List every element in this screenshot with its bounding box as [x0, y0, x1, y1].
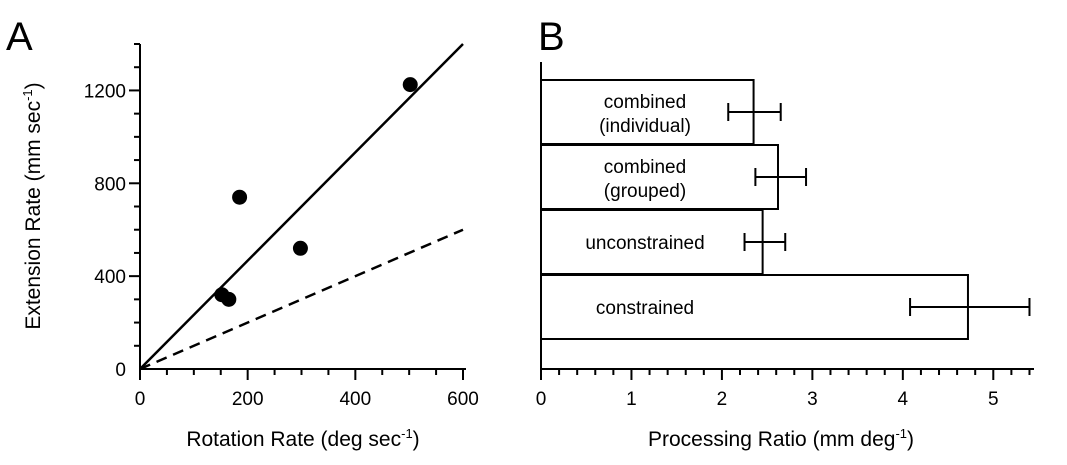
data-point	[292, 240, 308, 256]
bar	[540, 79, 755, 145]
x-tick-label: 0	[135, 389, 146, 410]
panel-a-letter: A	[6, 15, 33, 59]
x-tick-label: 600	[447, 389, 479, 410]
x-tick-label: 0	[536, 389, 547, 410]
panel-a-points	[214, 77, 418, 307]
panel-b: B combined (individual) combined (grouped) u…	[536, 15, 1034, 451]
x-tick-label: 400	[339, 389, 371, 410]
x-tick-label: 1	[626, 389, 637, 410]
bar-label: unconstrained	[585, 233, 704, 254]
panel-a-y-axis-title: Extension Rate (mm sec-1)	[20, 82, 45, 329]
data-point	[221, 291, 237, 307]
bar-label: constrained	[596, 298, 694, 319]
bar-label: combined	[604, 157, 686, 178]
y-tick-label: 800	[94, 174, 126, 195]
dashed-reference-line	[139, 228, 464, 371]
y-tick-label: 0	[115, 360, 126, 381]
bar-label: combined	[604, 92, 686, 113]
panel-a-x-ticks: 0 200 400 600	[135, 369, 479, 410]
panel-a-x-axis-title: Rotation Rate (deg sec-1)	[186, 426, 419, 451]
x-tick-label: 4	[898, 389, 909, 410]
solid-fit-line	[139, 43, 464, 370]
data-point	[232, 189, 248, 205]
bar-label: (individual)	[599, 116, 691, 137]
x-tick-label: 3	[807, 389, 818, 410]
panel-b-letter: B	[538, 15, 565, 59]
bar-label: (grouped)	[604, 181, 686, 202]
y-tick-label: 1200	[84, 81, 126, 102]
data-point	[402, 77, 418, 93]
panel-a-y-ticks: 0 400 800 1200	[84, 43, 140, 381]
panel-b-bars: combined (individual) combined (grouped) unc…	[540, 79, 1031, 340]
x-tick-label: 2	[717, 389, 728, 410]
panel-a: A 0 400 800 1200 0 200 400 600 Rotation Rate (…	[6, 15, 479, 451]
y-tick-label: 400	[94, 267, 126, 288]
x-tick-label: 200	[232, 389, 264, 410]
bar	[540, 144, 780, 210]
x-tick-label: 5	[988, 389, 999, 410]
bar	[540, 274, 969, 340]
panel-b-x-axis-title: Processing Ratio (mm deg-1)	[648, 426, 914, 451]
panel-b-x-ticks: 0 1 2 3 4 5	[536, 369, 1031, 410]
panel-a-lines	[139, 43, 464, 371]
